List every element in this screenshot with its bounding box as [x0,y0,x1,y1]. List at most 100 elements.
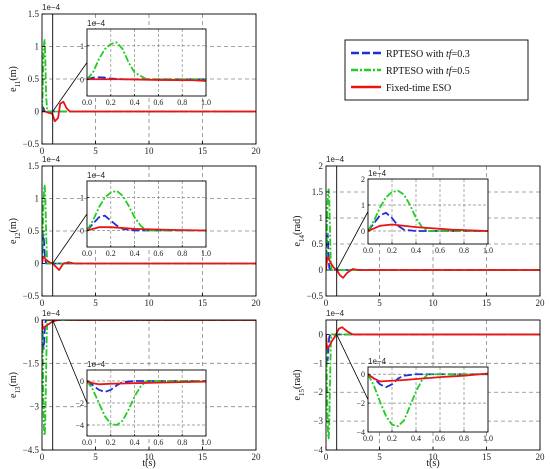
y-axis-label: e12(m) [8,218,22,244]
inset-multiplier: 1e−4 [368,169,387,178]
y-tick-label: 1.5 [312,187,324,197]
x-tick-label: 20 [536,298,546,308]
inset-y-tick-label: −2 [356,399,365,408]
axis-multiplier: 1e−4 [42,309,61,318]
x-axis-label-2: t(s) [426,458,439,469]
inset-multiplier: 1e−4 [87,360,106,369]
y-tick-label: 0.5 [28,226,40,236]
y-axis-label: e15(rad) [292,370,306,401]
inset-x-tick-label: 0.6 [435,246,445,255]
inset-x-tick-label: 0.0 [363,246,373,255]
legend-label-2: RPTESO with tf=0.5 [386,66,470,77]
x-tick-label: 5 [93,298,98,308]
zoom-connector [336,211,369,271]
inset-x-tick-label: 0.8 [459,434,469,443]
inset-x-tick-label: 0.6 [153,249,163,258]
legend-box [344,39,529,101]
inset-area [368,367,488,432]
inset-x-tick-label: 0.4 [411,434,421,443]
inset-y-tick-label: −4 [356,428,365,437]
series-line-e12-inset-1 [87,214,206,232]
y-tick-label: 0 [35,107,40,117]
inset-e12: 0.0 0.2 0.4 0.6 0.8 1.0 0 1 1e−4 [80,171,211,258]
x-tick-label: 15 [482,298,492,308]
x-tick-label: 10 [429,452,439,462]
x-tick-label: 10 [145,146,155,156]
x-tick-label: 0 [40,146,45,156]
y-tick-label: 1 [35,194,40,204]
y-tick-label: 1.5 [28,9,40,19]
x-tick-label: 0 [324,452,329,462]
inset-x-tick-label: 0.4 [130,249,140,258]
inset-x-tick-label: 0.4 [411,246,421,255]
y-axis-label: e11(m) [8,66,22,92]
inset-x-tick-label: 0.0 [82,438,92,447]
inset-area [87,181,206,247]
inset-x-tick-label: 0.2 [387,246,397,255]
inset-y-tick-label: 1 [80,194,84,203]
inset-e11: 0.0 0.2 0.4 0.6 0.8 1.0 0 1 1e−4 [80,19,211,107]
x-tick-label: 15 [482,452,492,462]
inset-x-tick-label: 0.6 [435,434,445,443]
x-tick-label: 5 [93,452,98,462]
x-tick-label: 5 [377,452,382,462]
zoom-connector [336,334,369,400]
inset-x-tick-label: 0.8 [177,249,187,258]
inset-x-tick-label: 1.0 [201,249,211,258]
x-tick-label: 20 [252,146,262,156]
series-line-e11-2 [42,39,256,113]
inset-x-tick-label: 0.4 [130,438,140,447]
x-tick-label: 15 [198,452,208,462]
inset-x-tick-label: 0.2 [387,434,397,443]
y-tick-label: −4 [313,445,323,455]
axis-multiplier: 1e−4 [326,155,345,164]
inset-x-tick-label: 0.8 [177,438,187,447]
y-axis-label: e13(m) [8,372,22,398]
inset-y-tick-label: 0 [80,377,84,386]
inset-area [368,179,488,244]
series-line-e13-3 [42,320,256,330]
inset-x-tick-label: 0.0 [82,249,92,258]
inset-y-tick-label: −2 [75,399,84,408]
series-line-e15-inset-3 [368,372,488,383]
x-tick-label: 10 [145,298,155,308]
y-tick-label: 2 [319,161,324,171]
series-line-e11-inset-3 [87,78,206,82]
zoom-connector [52,62,88,112]
series-line-e15-inset-1 [368,373,488,389]
inset-e15: 0.0 0.2 0.4 0.6 0.8 1.0 0 −2 −4 1e−4 [356,357,493,443]
inset-y-tick-label: 0 [361,227,365,236]
inset-e14: 0.0 0.2 0.4 0.6 0.8 1.0 0 1 21e−4 [361,169,493,255]
x-tick-label: 5 [93,146,98,156]
zoom-connector [52,319,88,404]
y-tick-label: −3 [313,416,323,426]
x-tick-label: 10 [145,452,155,462]
legend-label-1: RPTESO with tf=0.3 [386,49,470,60]
inset-x-tick-label: 0.2 [106,438,116,447]
inset-x-tick-label: 0.0 [82,98,92,107]
inset-frame [367,178,489,245]
series-line-e13-inset-3 [87,380,206,386]
inset-x-tick-label: 0.2 [106,98,116,107]
y-tick-label: −2 [313,387,323,397]
inset-multiplier: 1e−4 [368,357,387,366]
series-line-e13-inset-2 [87,380,206,426]
y-tick-label: −4.5 [23,445,40,455]
inset-multiplier: 1e−4 [87,19,106,28]
y-tick-label: −0.5 [307,291,324,301]
y-tick-label: 0 [319,265,324,275]
inset-e13: 0.0 0.2 0.4 0.6 0.8 1.0 0 −2 −4 1e−4 [75,360,211,447]
inset-y-tick-label: 2 [361,175,365,184]
x-tick-label: 0 [324,298,329,308]
series-line-e12-inset-3 [87,226,206,232]
zoom-connector [52,213,88,264]
y-tick-label: −0.5 [23,139,40,149]
inset-x-tick-label: 1.0 [483,434,493,443]
y-tick-label: 0 [319,329,324,339]
series-line-e14-inset-1 [368,211,488,232]
inset-y-tick-label: 0 [80,227,84,236]
